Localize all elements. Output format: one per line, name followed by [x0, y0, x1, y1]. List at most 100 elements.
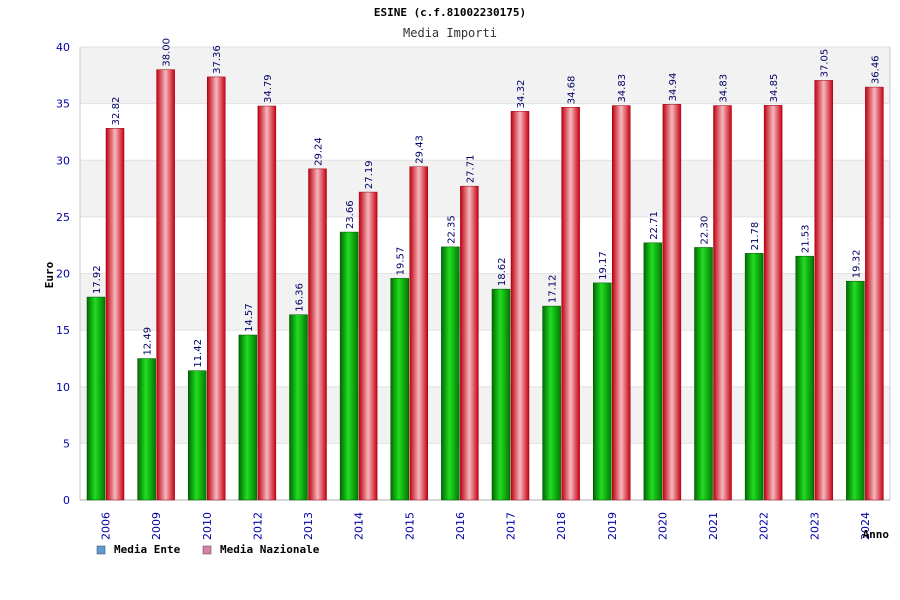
x-tick-label-2020: 2020 [656, 512, 669, 540]
value-label-media-ente-2016: 22.35 [446, 215, 457, 244]
value-label-media-ente-2006: 17.92 [92, 265, 103, 294]
x-tick-label-2010: 2010 [201, 512, 214, 540]
bar-media-ente-2012 [238, 334, 258, 501]
legend-swatch-media-nazionale [202, 545, 212, 555]
value-label-media-ente-2017: 18.62 [497, 257, 508, 286]
legend: Media Ente Media Nazionale [96, 543, 320, 556]
chart-title: ESINE (c.f.81002230175) [374, 6, 526, 19]
bar-media-nazionale-2016 [460, 185, 479, 501]
x-tick-label-2024: 2024 [859, 512, 872, 540]
bar-media-ente-2009 [137, 358, 156, 501]
value-label-media-nazionale-2018: 34.68 [567, 76, 578, 105]
bar-media-nazionale-2019 [612, 105, 631, 501]
value-label-media-nazionale-2012: 34.79 [263, 74, 274, 103]
bar-media-nazionale-2021 [713, 105, 732, 501]
value-label-media-nazionale-2020: 34.94 [668, 73, 679, 102]
x-tick-label-2014: 2014 [353, 512, 366, 540]
y-tick-label: 40 [56, 41, 70, 54]
value-label-media-nazionale-2019: 34.83 [617, 74, 628, 103]
bar-media-ente-2010 [188, 370, 207, 501]
x-tick-label-2012: 2012 [251, 512, 264, 540]
value-label-media-ente-2012: 14.57 [244, 303, 255, 332]
bar-media-nazionale-2017 [510, 111, 530, 501]
value-label-media-ente-2023: 21.53 [801, 225, 812, 254]
bar-media-ente-2020 [643, 242, 663, 501]
x-tick-label-2018: 2018 [555, 512, 568, 540]
value-label-media-nazionale-2009: 38.00 [162, 38, 173, 67]
bar-media-nazionale-2014 [358, 191, 378, 501]
legend-label-media-ente: Media Ente [114, 543, 181, 556]
y-tick-label: 15 [56, 324, 70, 337]
bar-media-nazionale-2015 [409, 166, 428, 501]
value-label-media-nazionale-2014: 27.19 [364, 160, 375, 189]
x-axis: 2006 2009 2010 2012 2013 2014 2015 2016 2017 2018… [100, 512, 872, 540]
bar-media-ente-2022 [744, 253, 764, 501]
value-label-media-nazionale-2021: 34.83 [719, 74, 730, 103]
legend-swatch-media-ente [96, 545, 106, 555]
value-labels: 17.92 32.82 12.49 38.00 11.42 37.36 14.57 34.79… [92, 38, 881, 368]
bars-group [86, 69, 884, 501]
x-tick-label-2013: 2013 [302, 512, 315, 540]
value-label-media-nazionale-2006: 32.82 [111, 97, 122, 126]
value-label-media-ente-2020: 22.71 [649, 211, 660, 240]
value-label-media-ente-2024: 19.32 [851, 250, 862, 279]
bar-media-nazionale-2022 [763, 105, 783, 501]
value-label-media-ente-2015: 19.57 [396, 247, 407, 276]
value-label-media-ente-2021: 22.30 [700, 216, 711, 245]
value-label-media-nazionale-2015: 29.43 [415, 135, 426, 164]
x-tick-label-2019: 2019 [606, 512, 619, 540]
bar-media-nazionale-2010 [207, 76, 226, 501]
x-tick-label-2022: 2022 [758, 512, 771, 540]
y-tick-label: 0 [63, 494, 70, 507]
bar-media-nazionale-2012 [257, 105, 277, 501]
y-tick-label: 10 [56, 381, 70, 394]
x-tick-label-2009: 2009 [150, 512, 163, 540]
bar-media-nazionale-2023 [814, 80, 833, 501]
y-tick-label: 30 [56, 154, 70, 167]
bar-media-nazionale-2018 [561, 106, 580, 501]
bar-media-nazionale-2006 [105, 128, 125, 501]
value-label-media-ente-2018: 17.12 [548, 274, 559, 303]
value-label-media-nazionale-2017: 34.32 [516, 80, 527, 109]
x-tick-label-2006: 2006 [100, 512, 113, 540]
bar-media-ente-2024 [846, 280, 865, 501]
value-label-media-ente-2022: 21.78 [750, 222, 761, 251]
value-label-media-ente-2010: 11.42 [193, 339, 204, 368]
x-tick-label-2021: 2021 [707, 512, 720, 540]
bar-media-ente-2006 [86, 296, 106, 501]
x-tick-label-2015: 2015 [403, 512, 416, 540]
value-label-media-nazionale-2016: 27.71 [465, 155, 476, 184]
y-tick-label: 25 [56, 211, 70, 224]
x-tick-label-2023: 2023 [808, 512, 821, 540]
bar-media-ente-2021 [694, 247, 713, 501]
bar-media-ente-2023 [795, 255, 814, 501]
x-axis-title: Anno [863, 528, 890, 541]
bar-media-nazionale-2024 [865, 86, 884, 501]
value-label-media-nazionale-2024: 36.46 [870, 55, 881, 84]
bar-media-ente-2017 [491, 288, 511, 501]
bar-media-ente-2018 [542, 305, 561, 501]
bar-media-ente-2014 [339, 231, 359, 501]
x-tick-label-2016: 2016 [454, 512, 467, 540]
value-label-media-ente-2009: 12.49 [143, 327, 154, 356]
bar-media-ente-2019 [593, 282, 612, 501]
bar-media-nazionale-2020 [662, 104, 682, 501]
x-tick-label-2017: 2017 [505, 512, 518, 540]
bar-media-ente-2015 [390, 278, 409, 501]
legend-label-media-nazionale: Media Nazionale [220, 543, 320, 556]
y-tick-label: 35 [56, 98, 70, 111]
bar-media-ente-2013 [289, 314, 308, 501]
value-label-media-nazionale-2022: 34.85 [769, 74, 780, 103]
y-tick-label: 20 [56, 268, 70, 281]
value-label-media-ente-2014: 23.66 [345, 200, 356, 229]
chart-subtitle: Media Importi [403, 26, 497, 40]
value-label-media-nazionale-2023: 37.05 [820, 49, 831, 78]
value-label-media-ente-2013: 16.36 [295, 283, 306, 312]
y-tick-label: 5 [63, 437, 70, 450]
bar-media-nazionale-2013 [308, 168, 327, 501]
bar-media-ente-2016 [441, 246, 460, 501]
y-axis: 0 5 10 15 20 25 30 35 40 [56, 41, 70, 507]
y-axis-title: Euro [43, 261, 56, 288]
value-label-media-nazionale-2010: 37.36 [212, 45, 223, 74]
